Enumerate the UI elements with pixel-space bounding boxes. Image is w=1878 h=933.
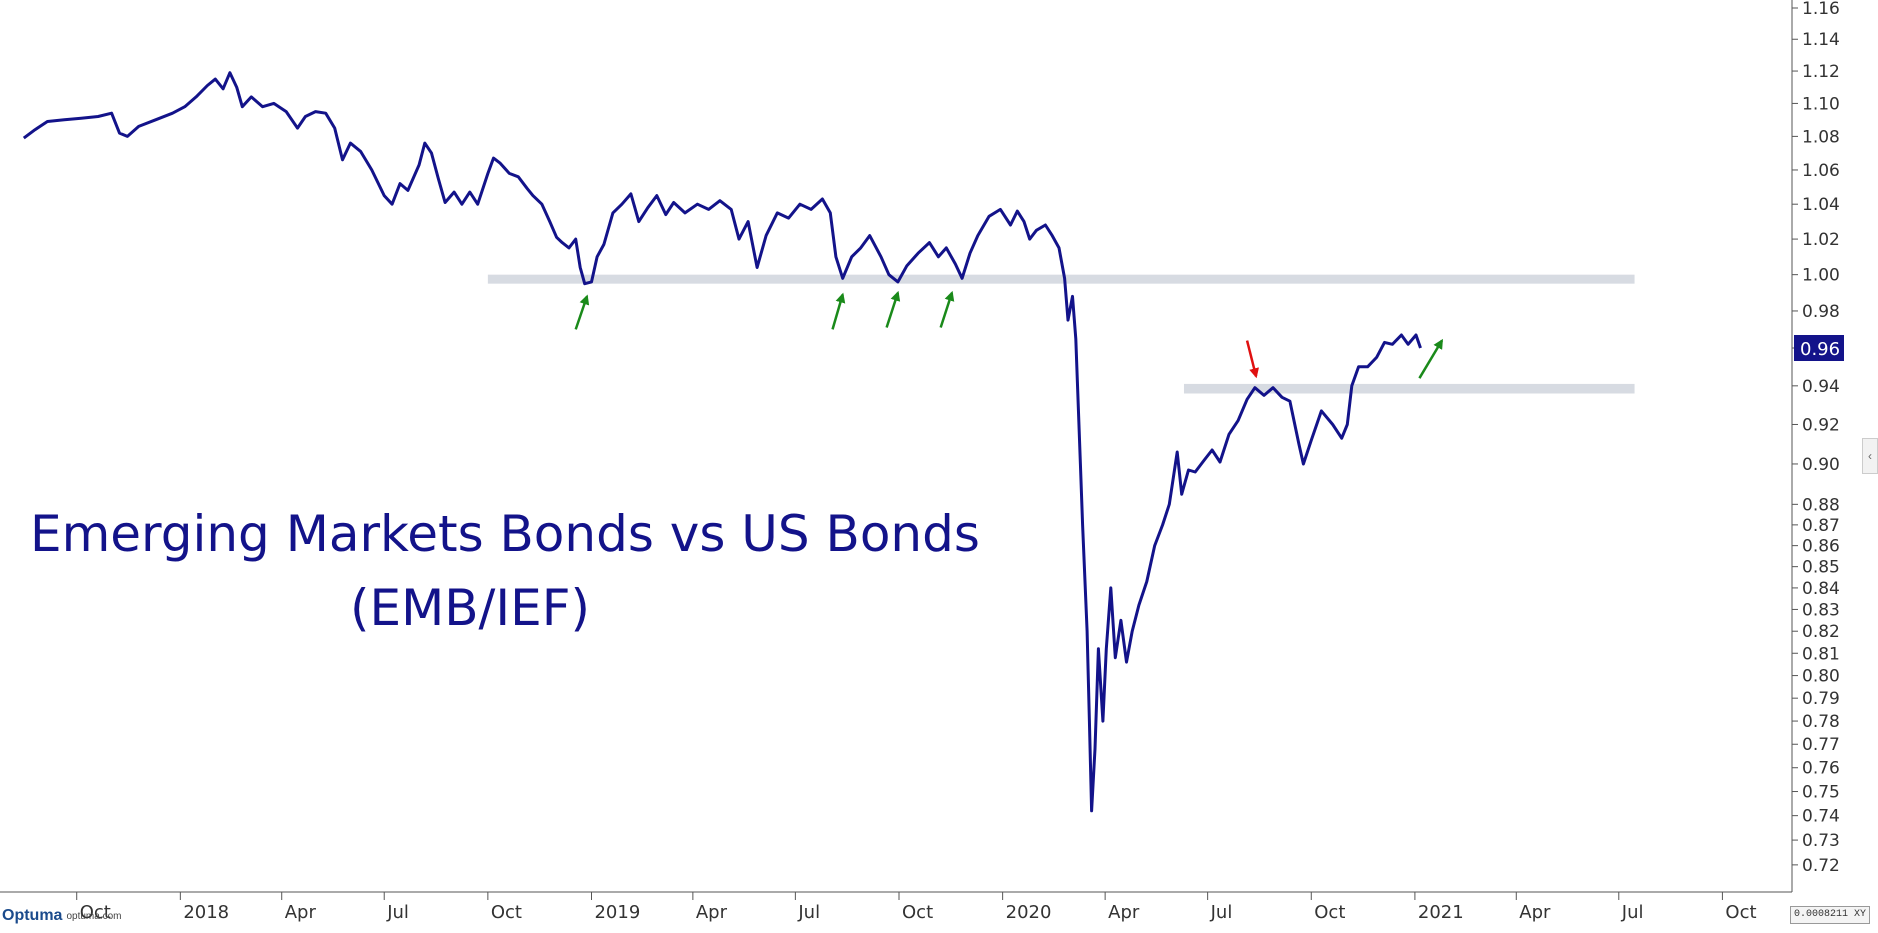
y-tick-label: 0.77 [1802,735,1840,755]
brand-url[interactable]: optuma.com [66,910,122,922]
support-arrow [1418,338,1444,379]
support-arrow [574,294,590,330]
y-tick-label: 0.83 [1802,600,1840,620]
support-arrow [939,290,955,328]
last-value-label: 0.96 [1800,339,1840,360]
y-tick-label: 0.90 [1802,455,1840,475]
y-tick-label: 0.86 [1802,537,1840,557]
y-tick-label: 0.75 [1802,783,1840,803]
x-tick-label: Oct [902,902,933,923]
y-tick-label: 0.94 [1802,377,1840,397]
support-zone [487,274,1635,284]
y-tick-label: 0.84 [1802,579,1840,599]
support-zone [1183,383,1635,394]
y-tick-label: 0.81 [1802,644,1840,664]
y-tick-label: 0.73 [1802,831,1840,851]
y-tick-label: 1.00 [1802,266,1840,286]
y-tick-label: 1.06 [1802,161,1840,181]
x-tick-label: 2020 [1006,902,1052,923]
y-tick-label: 1.16 [1802,0,1840,19]
y-tick-label: 0.88 [1802,495,1840,515]
x-tick-label: 2021 [1418,902,1464,923]
x-tick-label: Jul [386,902,409,923]
x-tick-label: Apr [1108,902,1140,923]
y-tick-label: 0.98 [1802,302,1840,322]
resistance-arrow [1245,340,1259,379]
collapse-panel-handle[interactable]: ‹ [1862,438,1878,474]
x-tick-label: Oct [1725,902,1756,923]
y-tick-label: 1.10 [1802,94,1840,114]
coordinate-readout: 0.0008211 XY [1790,906,1871,924]
y-tick-label: 0.92 [1802,415,1840,435]
y-tick-label: 1.12 [1802,62,1840,82]
x-tick-label: Apr [696,902,728,923]
x-tick-label: Apr [1519,902,1551,923]
x-tick-label: Jul [1210,902,1233,923]
last-value-badge [1794,335,1844,362]
y-tick-label: 0.87 [1802,516,1840,536]
y-tick-label: 0.78 [1802,712,1840,732]
series-line [22,71,1422,813]
optuma-logo: Optuma [2,907,63,924]
chart-title: Emerging Markets Bonds vs US Bonds [30,505,980,563]
y-tick-label: 0.80 [1802,667,1840,687]
y-tick-label: 0.76 [1802,759,1840,779]
y-tick-label: 0.74 [1802,807,1840,827]
brand: Optuma optuma.com [2,906,121,926]
chart-subtitle: (EMB/IEF) [350,579,590,637]
y-tick-label: 1.02 [1802,230,1840,250]
y-tick-label: 0.72 [1802,856,1840,876]
y-tick-label: 0.85 [1802,558,1840,578]
x-tick-label: Oct [1314,902,1345,923]
y-tick-label: 1.14 [1802,30,1840,50]
y-tick-label: 1.04 [1802,195,1840,215]
y-tick-label: 0.82 [1802,622,1840,642]
support-arrow [831,292,846,330]
support-arrow [885,290,901,328]
x-tick-label: Jul [797,902,820,923]
x-tick-label: Jul [1621,902,1644,923]
y-tick-label: 0.79 [1802,689,1840,709]
x-tick-label: 2018 [183,902,229,923]
x-tick-label: Oct [491,902,522,923]
y-tick-label: 1.08 [1802,127,1840,147]
x-tick-label: 2019 [594,902,640,923]
x-tick-label: Apr [285,902,317,923]
x-tick-label: Oct [80,902,111,923]
